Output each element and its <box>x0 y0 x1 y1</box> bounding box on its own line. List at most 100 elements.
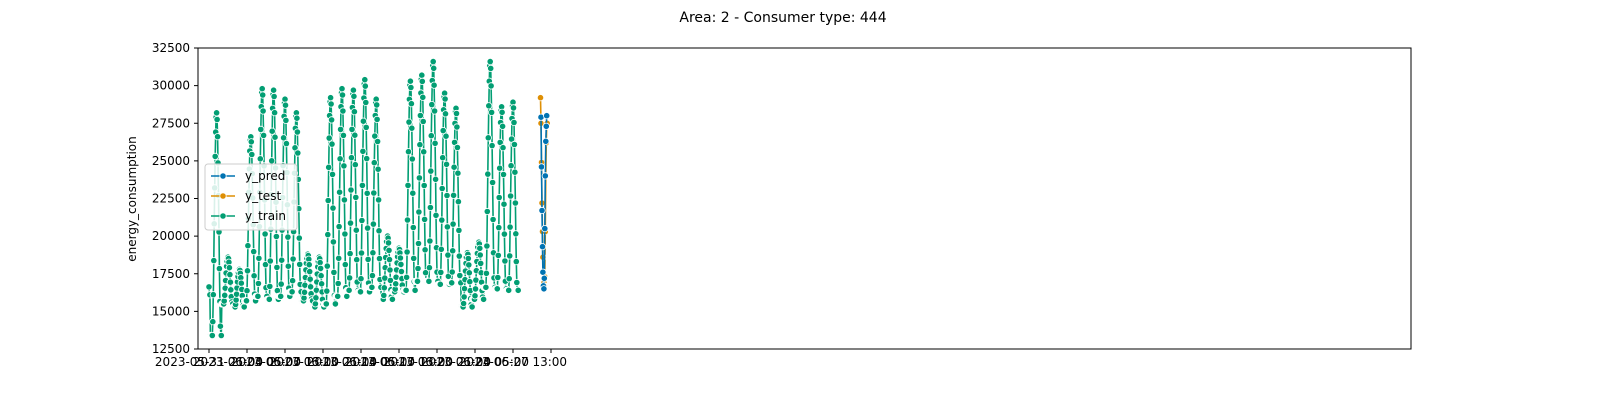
data-point <box>429 57 437 66</box>
data-point <box>465 261 473 269</box>
data-point <box>418 77 426 86</box>
data-point <box>306 283 315 291</box>
data-point <box>312 294 320 302</box>
data-point <box>305 261 313 269</box>
data-point <box>448 268 456 276</box>
data-point <box>242 297 251 305</box>
data-point <box>329 238 337 246</box>
data-point <box>373 115 381 124</box>
data-point <box>501 257 509 265</box>
data-point <box>439 127 447 135</box>
x-tick-label: 2023-06-14 05:00 <box>307 355 415 369</box>
data-point <box>415 174 423 182</box>
data-point <box>438 216 446 224</box>
data-point <box>414 239 423 248</box>
series-y-pred <box>537 112 551 293</box>
data-point <box>441 95 449 103</box>
data-point <box>295 234 303 242</box>
data-point <box>261 230 269 238</box>
data-point <box>352 193 360 201</box>
data-point <box>471 292 479 300</box>
data-point <box>356 288 365 296</box>
data-point <box>362 98 370 107</box>
data-point <box>540 274 548 282</box>
data-point <box>256 155 264 163</box>
y-axis-label: energy_consumption <box>125 136 139 262</box>
data-point <box>346 250 354 258</box>
data-point <box>347 154 356 162</box>
data-point <box>334 279 342 288</box>
data-point <box>471 285 480 293</box>
data-point <box>459 299 468 308</box>
legend-swatch-marker <box>219 192 227 200</box>
data-point <box>482 269 490 277</box>
data-point <box>443 191 451 200</box>
x-tick-label: 2023-06-07 13:00 <box>231 355 339 369</box>
data-point <box>323 262 331 270</box>
data-point <box>414 264 422 273</box>
data-point <box>431 175 440 183</box>
data-point <box>351 131 359 139</box>
data-point <box>375 227 383 235</box>
data-point <box>261 260 270 269</box>
data-point <box>282 140 290 148</box>
data-point <box>323 287 331 295</box>
data-point <box>397 267 405 276</box>
data-point <box>444 251 452 259</box>
x-tick-label: 2023-06-10 21:00 <box>269 355 377 369</box>
data-point <box>392 280 400 288</box>
data-point <box>537 163 546 171</box>
data-point <box>483 207 491 216</box>
data-point <box>258 85 266 93</box>
data-point <box>499 144 507 152</box>
data-point <box>340 196 348 204</box>
data-point <box>541 225 549 233</box>
data-point <box>284 262 292 270</box>
data-point <box>317 272 325 280</box>
legend-swatch-marker <box>219 172 227 180</box>
data-point <box>362 123 370 132</box>
data-point <box>226 278 234 286</box>
data-point <box>510 118 518 127</box>
data-point <box>336 125 345 133</box>
data-point <box>265 295 273 303</box>
y-tick-label: 32500 <box>152 41 190 55</box>
data-point <box>425 277 433 285</box>
data-point <box>311 300 319 308</box>
data-point <box>484 134 492 142</box>
data-point <box>403 216 412 224</box>
data-point <box>306 275 314 283</box>
data-point <box>257 125 265 133</box>
data-point <box>505 275 513 283</box>
y-tick-label: 20000 <box>152 229 190 243</box>
data-point <box>388 295 396 303</box>
legend-entry-y-test: y_test <box>245 189 281 203</box>
data-point <box>452 109 461 118</box>
data-point <box>466 278 474 286</box>
data-point <box>498 122 507 130</box>
data-point <box>349 86 357 94</box>
data-point <box>259 107 267 115</box>
data-point <box>509 104 518 112</box>
data-point <box>380 284 388 292</box>
y-tick-label: 30000 <box>152 79 190 93</box>
data-point <box>213 109 221 117</box>
data-point <box>542 137 550 145</box>
data-point <box>410 254 418 262</box>
data-point <box>270 92 278 101</box>
data-point <box>438 184 446 193</box>
data-point <box>397 260 405 268</box>
data-point <box>271 133 279 141</box>
data-point <box>543 112 551 120</box>
data-point <box>350 108 358 116</box>
data-point <box>437 268 445 276</box>
data-point <box>339 107 347 115</box>
data-point <box>436 280 444 288</box>
data-point <box>392 273 400 281</box>
data-point <box>407 100 415 108</box>
data-point <box>505 286 513 294</box>
y-tick-label: 22500 <box>152 192 190 206</box>
data-point <box>279 134 288 142</box>
y-tick-label: 15000 <box>152 304 190 318</box>
